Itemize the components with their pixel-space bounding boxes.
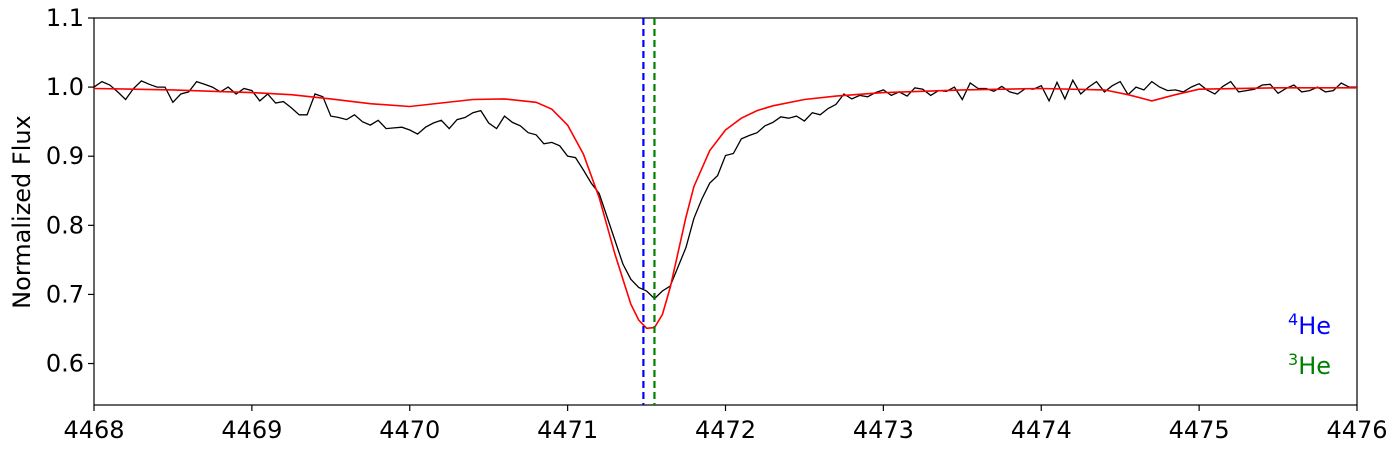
y-tick-label: 0.6 [46,350,84,378]
x-tick-label: 4475 [1169,416,1230,444]
x-tick-label: 4472 [695,416,756,444]
y-tick-label: 1.0 [46,73,84,101]
y-axis-ticks: 0.6 0.7 0.8 0.9 1.0 1.1 [46,4,94,378]
plot-area [93,17,1358,406]
y-axis-label: Normalized Flux [8,115,36,309]
x-tick-label: 4468 [63,416,124,444]
y-tick-label: 0.7 [46,280,84,308]
y-tick-label: 0.8 [46,211,84,239]
x-axis-ticks: 4468 4469 4470 4471 4472 4473 4474 4475 4476 [63,405,1388,444]
x-tick-label: 4471 [537,416,598,444]
legend-mass-number: 4 [1288,310,1298,329]
observed-spectrum-line [94,78,1357,300]
legend-mass-number: 3 [1288,350,1298,369]
x-tick-label: 4469 [221,416,282,444]
model-spectrum-line [94,87,1357,330]
x-tick-label: 4474 [1011,416,1072,444]
plot-frame [93,17,1358,406]
legend-element: He [1298,312,1331,340]
legend-entry: 3He [1288,350,1331,380]
legend-element: He [1298,352,1331,380]
y-tick-label: 0.9 [46,142,84,170]
x-tick-label: 4473 [853,416,914,444]
y-tick-label: 1.1 [46,4,84,32]
legend-entry: 4He [1288,310,1331,340]
x-tick-label: 4476 [1326,416,1387,444]
x-tick-label: 4470 [379,416,440,444]
